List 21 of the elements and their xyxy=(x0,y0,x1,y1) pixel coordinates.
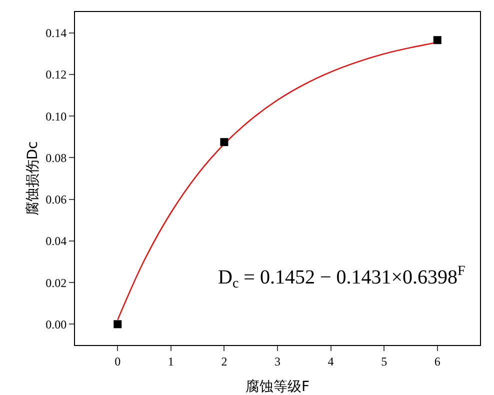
y-tick-label: 0.10 xyxy=(46,109,67,124)
x-tick-label: 3 xyxy=(274,354,280,368)
y-axis-title: 腐蚀损伤Dc xyxy=(25,141,41,216)
y-tick-label: 0.06 xyxy=(46,192,67,207)
y-tick-label: 0.14 xyxy=(46,26,67,40)
x-tick-label: 0 xyxy=(114,354,121,368)
x-tick-label: 5 xyxy=(381,354,388,368)
y-tick-label: 0.12 xyxy=(46,68,67,82)
point xyxy=(220,138,228,146)
x-tick-label: 4 xyxy=(328,354,334,368)
x-tick-label: 6 xyxy=(434,354,440,368)
point xyxy=(433,36,442,44)
x-tick-label: 2 xyxy=(221,354,228,368)
annotation: D$_{c}$ = 0.1452 − 0.1431×0.6398$^{F}$ xyxy=(218,264,466,292)
y-tick-label: 0.00 xyxy=(46,317,67,332)
y-tick-label: 0.04 xyxy=(46,234,67,248)
y-tick-label: 0.02 xyxy=(46,276,67,290)
y-tick-label: 0.08 xyxy=(46,150,67,165)
x-tick-label: 1 xyxy=(168,354,174,368)
x-axis-title: 腐蚀等级F xyxy=(245,379,310,395)
point xyxy=(114,320,122,328)
